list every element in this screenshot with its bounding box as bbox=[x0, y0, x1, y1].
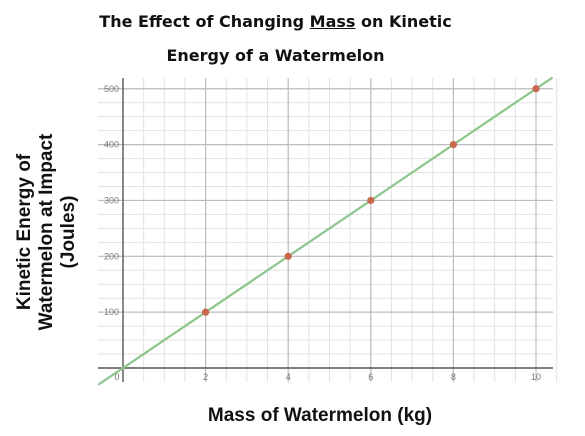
y-tick-label: 300 bbox=[104, 195, 119, 205]
data-point bbox=[532, 85, 540, 93]
chart-title-line-1: The Effect of Changing Mass on Kinetic bbox=[0, 12, 568, 31]
title-part-before: The Effect of Changing bbox=[99, 12, 310, 31]
y-axis-label: Kinetic Energy of Watermelon at Impact (… bbox=[14, 117, 80, 347]
data-point bbox=[202, 308, 210, 316]
x-axis-label: Mass of Watermelon (kg) bbox=[207, 405, 433, 426]
x-tick-label: 4 bbox=[286, 372, 291, 382]
data-point bbox=[284, 252, 292, 260]
x-tick-label: 8 bbox=[451, 372, 456, 382]
x-tick-label: 10 bbox=[531, 372, 541, 382]
y-tick-label: 100 bbox=[104, 307, 119, 317]
title-part-underlined: Mass bbox=[309, 12, 356, 31]
y-tick-label: 200 bbox=[104, 251, 119, 261]
y-tick-label: 500 bbox=[104, 84, 119, 94]
y-tick-label: 400 bbox=[104, 140, 119, 150]
data-point bbox=[449, 141, 457, 149]
y-axis-label-line-1: Kinetic Energy of bbox=[14, 153, 35, 311]
x-tick-label: 6 bbox=[368, 372, 373, 382]
series-line bbox=[97, 76, 554, 386]
title-part-after: on Kinetic bbox=[355, 12, 452, 31]
x-tick-label: 0 bbox=[114, 372, 119, 382]
chart-title-line-2: Energy of a Watermelon bbox=[166, 46, 385, 65]
x-tick-label: 2 bbox=[203, 372, 208, 382]
y-axis-label-line-3: (Joules) bbox=[58, 195, 79, 269]
y-axis-label-line-2: Watermelon at Impact bbox=[36, 133, 57, 331]
data-point bbox=[367, 196, 375, 205]
